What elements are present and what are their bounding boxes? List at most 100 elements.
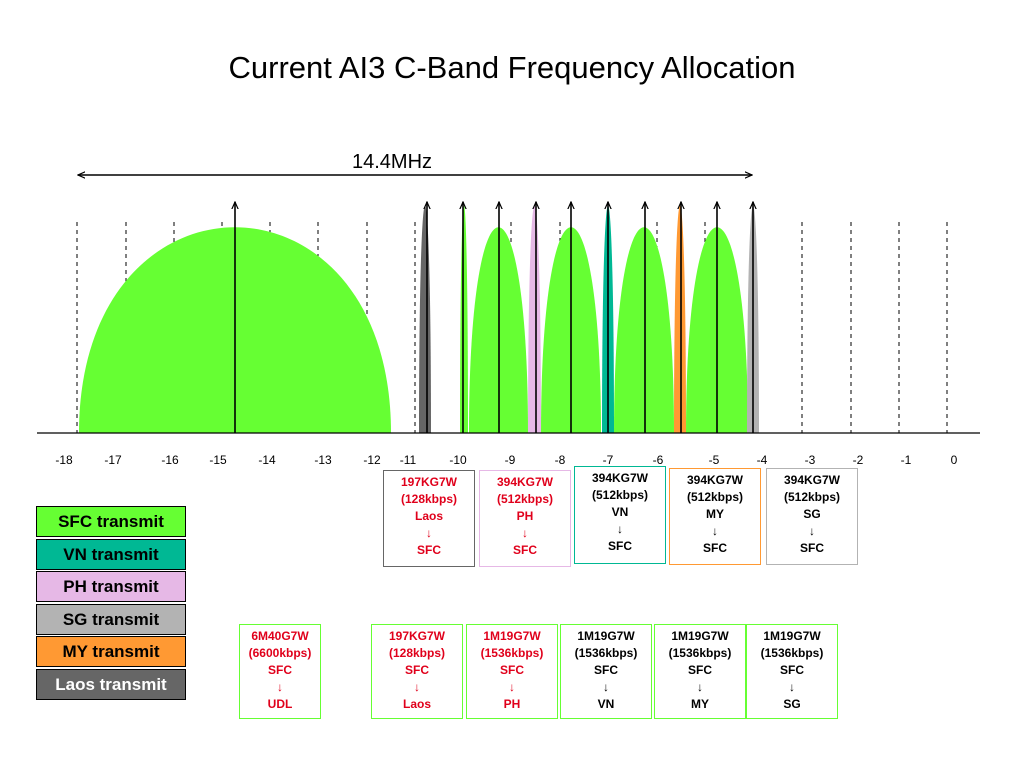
- box-line: (1536kbps): [574, 646, 638, 660]
- tick-label: -8: [555, 453, 566, 467]
- box-line: 1M19G7W: [763, 629, 821, 643]
- legend-item: SFC transmit: [36, 506, 186, 537]
- carrier-center-arrows: [235, 202, 753, 433]
- legend-item: PH transmit: [36, 571, 186, 602]
- box-line: (512kbps): [686, 490, 744, 504]
- legend-item: VN transmit: [36, 538, 186, 570]
- tick-label: -3: [805, 453, 816, 467]
- carrier-shape: [674, 205, 686, 433]
- box-line: ↓: [603, 680, 609, 694]
- carrier-info-box: 1M19G7W (1536kbps) SFC ↓ VN: [560, 624, 652, 719]
- box-line: SFC: [688, 663, 712, 677]
- legend-item: Laos transmit: [36, 668, 186, 700]
- carrier-info-box: 394KG7W (512kbps) PH ↓ SFC: [479, 470, 571, 567]
- box-line: (512kbps): [496, 492, 554, 506]
- box-line: PH: [516, 509, 534, 523]
- box-line: 1M19G7W: [577, 629, 635, 643]
- box-line: (512kbps): [591, 488, 649, 502]
- box-line: (6600kbps): [248, 646, 312, 660]
- carrier-spectrum-shapes: [79, 205, 759, 433]
- box-line: (512kbps): [783, 490, 841, 504]
- box-line: ↓: [809, 524, 815, 538]
- box-line: SFC: [594, 663, 618, 677]
- tick-label: -15: [209, 453, 227, 467]
- box-line: (1536kbps): [480, 646, 544, 660]
- legend-item: MY transmit: [36, 636, 186, 667]
- box-line: Laos: [402, 697, 431, 711]
- box-line: (128kbps): [388, 646, 446, 660]
- carrier-info-box: 6M40G7W (6600kbps) SFC ↓ UDL: [239, 624, 321, 719]
- box-line: ↓: [712, 524, 718, 538]
- box-line: ↓: [426, 526, 432, 540]
- box-line: SFC: [703, 541, 727, 555]
- box-line: 1M19G7W: [483, 629, 541, 643]
- box-line: SG: [803, 507, 821, 521]
- bandwidth-label: 14.4MHz: [352, 151, 432, 173]
- box-line: SFC: [513, 543, 537, 557]
- box-line: ↓: [522, 526, 528, 540]
- box-line: Laos: [414, 509, 443, 523]
- carrier-shape: [419, 205, 431, 433]
- box-line: MY: [691, 697, 709, 711]
- box-line: 394KG7W: [496, 475, 554, 489]
- carrier-info-box: 197KG7W (128kbps) SFC ↓ Laos: [371, 624, 463, 719]
- box-line: VN: [611, 505, 629, 519]
- box-line: 6M40G7W: [251, 629, 309, 643]
- tick-label: -4: [757, 453, 768, 467]
- box-line: SFC: [800, 541, 824, 555]
- carrier-info-box: 394KG7W (512kbps) MY ↓ SFC: [669, 468, 761, 565]
- box-line: UDL: [267, 697, 293, 711]
- box-line: (128kbps): [400, 492, 458, 506]
- slide-title: Current AI3 C-Band Frequency Allocation: [228, 50, 796, 85]
- box-line: SG: [783, 697, 801, 711]
- box-line: 197KG7W: [400, 475, 458, 489]
- tick-label: -16: [161, 453, 179, 467]
- box-line: ↓: [414, 680, 420, 694]
- carrier-shape: [460, 205, 468, 433]
- tick-label: 0: [951, 453, 958, 467]
- tick-label: -10: [449, 453, 467, 467]
- carrier-info-box: 394KG7W (512kbps) VN ↓ SFC: [574, 466, 666, 564]
- carrier-info-box: 1M19G7W (1536kbps) SFC ↓ MY: [654, 624, 746, 719]
- legend-item: SG transmit: [36, 603, 186, 635]
- tick-label: -14: [258, 453, 276, 467]
- tick-label: -7: [603, 453, 614, 467]
- box-line: SFC: [268, 663, 292, 677]
- box-line: MY: [706, 507, 724, 521]
- box-line: SFC: [500, 663, 524, 677]
- tick-label: -2: [853, 453, 864, 467]
- box-line: SFC: [780, 663, 804, 677]
- box-line: 394KG7W: [783, 473, 841, 487]
- box-line: ↓: [509, 680, 515, 694]
- box-line: 394KG7W: [686, 473, 744, 487]
- box-line: 394KG7W: [591, 471, 649, 485]
- box-line: ↓: [697, 680, 703, 694]
- box-line: PH: [503, 697, 521, 711]
- box-line: SFC: [608, 539, 632, 553]
- tick-label: -18: [55, 453, 73, 467]
- carrier-shape: [528, 205, 541, 433]
- tick-label: -17: [104, 453, 122, 467]
- box-line: (1536kbps): [668, 646, 732, 660]
- carrier-shape: [614, 227, 674, 433]
- box-line: ↓: [277, 680, 283, 694]
- tick-label: -5: [709, 453, 720, 467]
- box-line: SFC: [417, 543, 441, 557]
- axis-tick-labels: -18 -17 -16 -15 -14 -13 -12 -11 -10 -9 -8 -7 -6 -5 -4-…: [55, 453, 957, 467]
- tick-label: -11: [400, 453, 417, 467]
- tick-label: -6: [653, 453, 664, 467]
- tick-label: -9: [505, 453, 516, 467]
- box-line: ↓: [617, 522, 623, 536]
- box-line: (1536kbps): [760, 646, 824, 660]
- box-line: VN: [597, 697, 615, 711]
- carrier-info-box: 1M19G7W (1536kbps) SFC ↓ SG: [746, 624, 838, 719]
- carrier-info-box: 1M19G7W (1536kbps) SFC ↓ PH: [466, 624, 558, 719]
- box-line: 197KG7W: [388, 629, 446, 643]
- box-line: 1M19G7W: [671, 629, 729, 643]
- tick-label: -1: [901, 453, 912, 467]
- carrier-info-box: 197KG7W (128kbps) Laos ↓ SFC: [383, 470, 475, 567]
- box-line: SFC: [405, 663, 429, 677]
- carrier-info-box: 394KG7W (512kbps) SG ↓ SFC: [766, 468, 858, 565]
- box-line: ↓: [789, 680, 795, 694]
